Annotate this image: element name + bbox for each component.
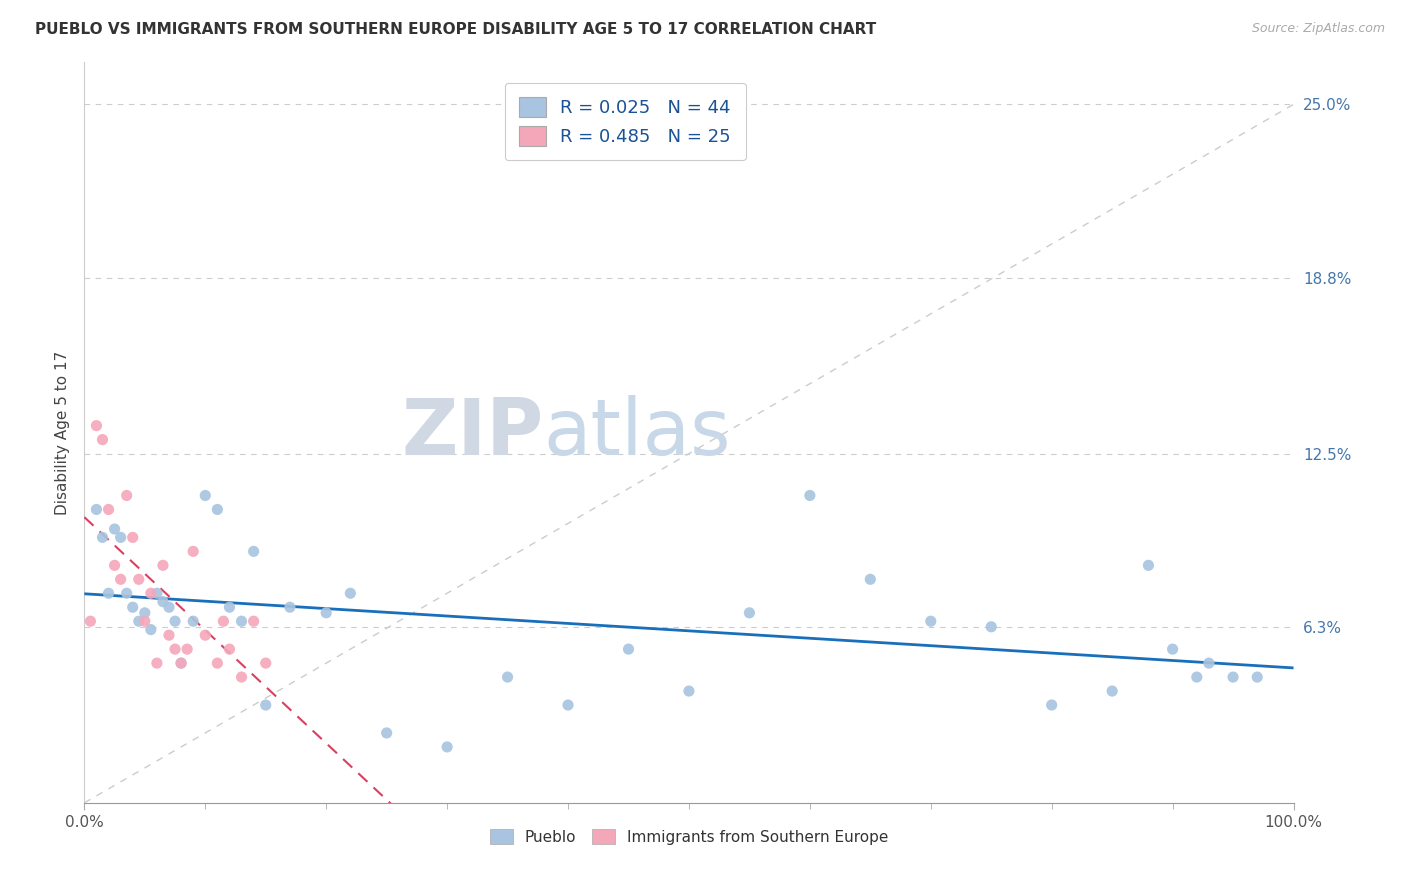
Point: [859, 572, 882, 586]
Point: [496, 670, 519, 684]
Point: [139, 623, 162, 637]
Y-axis label: Disability Age 5 to 17: Disability Age 5 to 17: [55, 351, 70, 515]
Point: [110, 530, 132, 544]
Point: [170, 656, 193, 670]
Point: [738, 606, 761, 620]
Point: [278, 600, 301, 615]
Point: [181, 614, 204, 628]
Point: [181, 544, 204, 558]
Point: [121, 600, 143, 615]
Point: [1222, 670, 1244, 684]
Point: [165, 642, 187, 657]
Point: [128, 614, 150, 628]
Point: [146, 656, 169, 670]
Point: [339, 586, 361, 600]
Point: [231, 614, 253, 628]
Point: [157, 600, 180, 615]
Point: [176, 642, 198, 657]
Point: [242, 544, 264, 558]
Point: [91, 530, 114, 544]
Point: [1246, 670, 1268, 684]
Point: [104, 558, 127, 573]
Point: [146, 586, 169, 600]
Point: [110, 572, 132, 586]
Point: [678, 684, 700, 698]
Text: PUEBLO VS IMMIGRANTS FROM SOUTHERN EUROPE DISABILITY AGE 5 TO 17 CORRELATION CHA: PUEBLO VS IMMIGRANTS FROM SOUTHERN EUROP…: [35, 22, 876, 37]
Point: [79, 614, 101, 628]
Point: [128, 572, 150, 586]
Point: [218, 600, 240, 615]
Point: [1101, 684, 1123, 698]
Point: [115, 586, 138, 600]
Point: [436, 739, 458, 754]
Point: [1040, 698, 1063, 712]
Point: [121, 530, 143, 544]
Point: [1161, 642, 1184, 657]
Point: [1137, 558, 1160, 573]
Text: atlas: atlas: [544, 394, 731, 471]
Point: [152, 594, 174, 608]
Point: [207, 656, 229, 670]
Text: Source: ZipAtlas.com: Source: ZipAtlas.com: [1251, 22, 1385, 36]
Point: [97, 586, 120, 600]
Text: ZIP: ZIP: [402, 394, 544, 471]
Point: [194, 488, 217, 502]
Point: [157, 628, 180, 642]
Point: [799, 488, 821, 502]
Point: [91, 433, 114, 447]
Point: [207, 502, 229, 516]
Point: [212, 614, 235, 628]
Legend: Pueblo, Immigrants from Southern Europe: Pueblo, Immigrants from Southern Europe: [484, 822, 894, 851]
Point: [557, 698, 579, 712]
Point: [134, 614, 156, 628]
Point: [194, 628, 217, 642]
Point: [617, 642, 640, 657]
Point: [97, 502, 120, 516]
Point: [375, 726, 398, 740]
Point: [86, 418, 108, 433]
Point: [242, 614, 264, 628]
Point: [165, 614, 187, 628]
Point: [152, 558, 174, 573]
Point: [1198, 656, 1220, 670]
Point: [231, 670, 253, 684]
Point: [920, 614, 942, 628]
Point: [104, 522, 127, 536]
Point: [218, 642, 240, 657]
Point: [139, 586, 162, 600]
Point: [254, 698, 277, 712]
Point: [980, 620, 1002, 634]
Point: [115, 488, 138, 502]
Point: [134, 606, 156, 620]
Point: [315, 606, 337, 620]
Point: [170, 656, 193, 670]
Point: [254, 656, 277, 670]
Point: [1185, 670, 1208, 684]
Point: [86, 502, 108, 516]
